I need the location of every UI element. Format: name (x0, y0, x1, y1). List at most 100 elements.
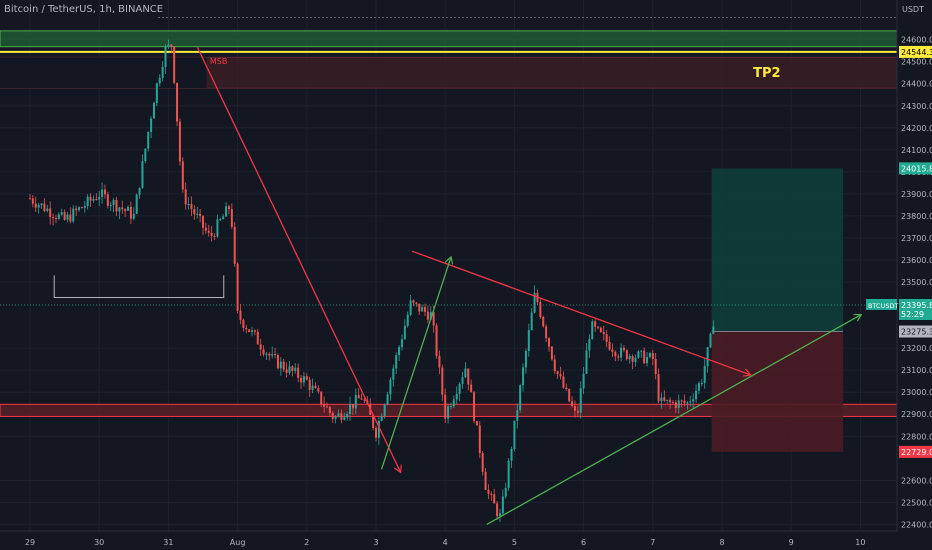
candle (106, 191, 109, 209)
candle (239, 303, 242, 325)
x-tick-label: Aug (230, 538, 246, 547)
candle-body (106, 194, 109, 206)
candle (409, 295, 412, 317)
candle (556, 370, 559, 379)
candle (637, 349, 640, 359)
y-tick-label: 23100.00 (901, 366, 932, 375)
candle-body (697, 383, 700, 391)
candle-body (265, 353, 268, 355)
candle (170, 43, 173, 54)
candle (510, 446, 513, 468)
candle (75, 205, 78, 217)
candle-body (210, 232, 213, 236)
candle-body (510, 448, 513, 461)
candle (37, 202, 40, 214)
candle (375, 425, 377, 442)
candle-body (614, 351, 617, 357)
candle-body (501, 496, 504, 514)
candle-body (216, 219, 219, 237)
candle-body (181, 161, 184, 190)
candle (674, 399, 677, 413)
candle (654, 352, 657, 380)
candle-body (640, 350, 643, 352)
candle (328, 405, 331, 417)
candle (458, 382, 461, 402)
candle-body (550, 346, 553, 360)
candle (155, 82, 158, 107)
candle-body (473, 392, 476, 421)
y-tick-label: 23600.00 (901, 256, 932, 265)
price-badge-stop-label: 22729.07 (901, 448, 932, 457)
candle (599, 326, 602, 333)
candle (72, 205, 75, 224)
chart-title: Bitcoin / TetherUS, 1h, BINANCE (4, 4, 164, 15)
candle-body (424, 307, 427, 312)
candle (210, 226, 213, 242)
candle (187, 197, 190, 210)
candle-body (193, 209, 196, 215)
candle (242, 318, 245, 332)
candle (389, 377, 392, 401)
last-price-badge (899, 298, 932, 320)
last-price-label: 23395.82 (901, 301, 932, 310)
candle (138, 187, 141, 199)
candle-body (646, 356, 649, 364)
candle-body (155, 83, 158, 103)
candle-body (452, 399, 455, 407)
candle (435, 323, 438, 359)
countdown-label: 52:29 (901, 310, 924, 319)
candle (444, 388, 447, 424)
candle-body (562, 376, 565, 388)
candle-body (161, 66, 164, 78)
candle-body (328, 406, 331, 413)
candle-body (325, 406, 328, 408)
candle (285, 362, 288, 378)
candle-body (259, 344, 262, 350)
candle-body (706, 347, 709, 367)
tp2-label: TP2 (753, 66, 780, 81)
candle-body (305, 376, 308, 380)
candle-body (236, 263, 239, 311)
candle-body (553, 359, 556, 372)
candle (403, 319, 406, 341)
candle (141, 154, 144, 189)
candle-body (276, 355, 279, 369)
candle-body (418, 303, 421, 312)
candle-body (282, 361, 285, 370)
candle (202, 215, 204, 236)
candle (69, 207, 72, 224)
candle (282, 358, 285, 372)
candle (360, 393, 363, 401)
candle (225, 202, 228, 217)
candle (95, 193, 98, 201)
candle-body (594, 321, 597, 327)
candle-body (617, 356, 620, 358)
candle (614, 350, 617, 362)
candle (377, 416, 380, 445)
candle (152, 101, 155, 119)
candle-body (530, 312, 533, 331)
position-loss-zone (711, 331, 844, 452)
candle (464, 361, 467, 378)
y-tick-label: 23200.00 (901, 344, 932, 353)
candle-body (178, 121, 181, 162)
candle-body (475, 420, 478, 426)
position-profit-zone (711, 168, 844, 332)
candle-body (444, 394, 447, 419)
candle-body (354, 395, 357, 409)
candle (89, 193, 92, 208)
candle-body (628, 356, 631, 360)
candle-body (31, 198, 34, 204)
candle (52, 213, 55, 226)
candle-body (712, 326, 715, 334)
candle-body (620, 347, 623, 358)
candle (473, 390, 476, 424)
candle (513, 420, 516, 452)
candle-body (132, 213, 135, 219)
candle-body (435, 325, 438, 356)
candle-body (253, 330, 256, 332)
candle (576, 405, 579, 418)
candle (103, 184, 106, 199)
